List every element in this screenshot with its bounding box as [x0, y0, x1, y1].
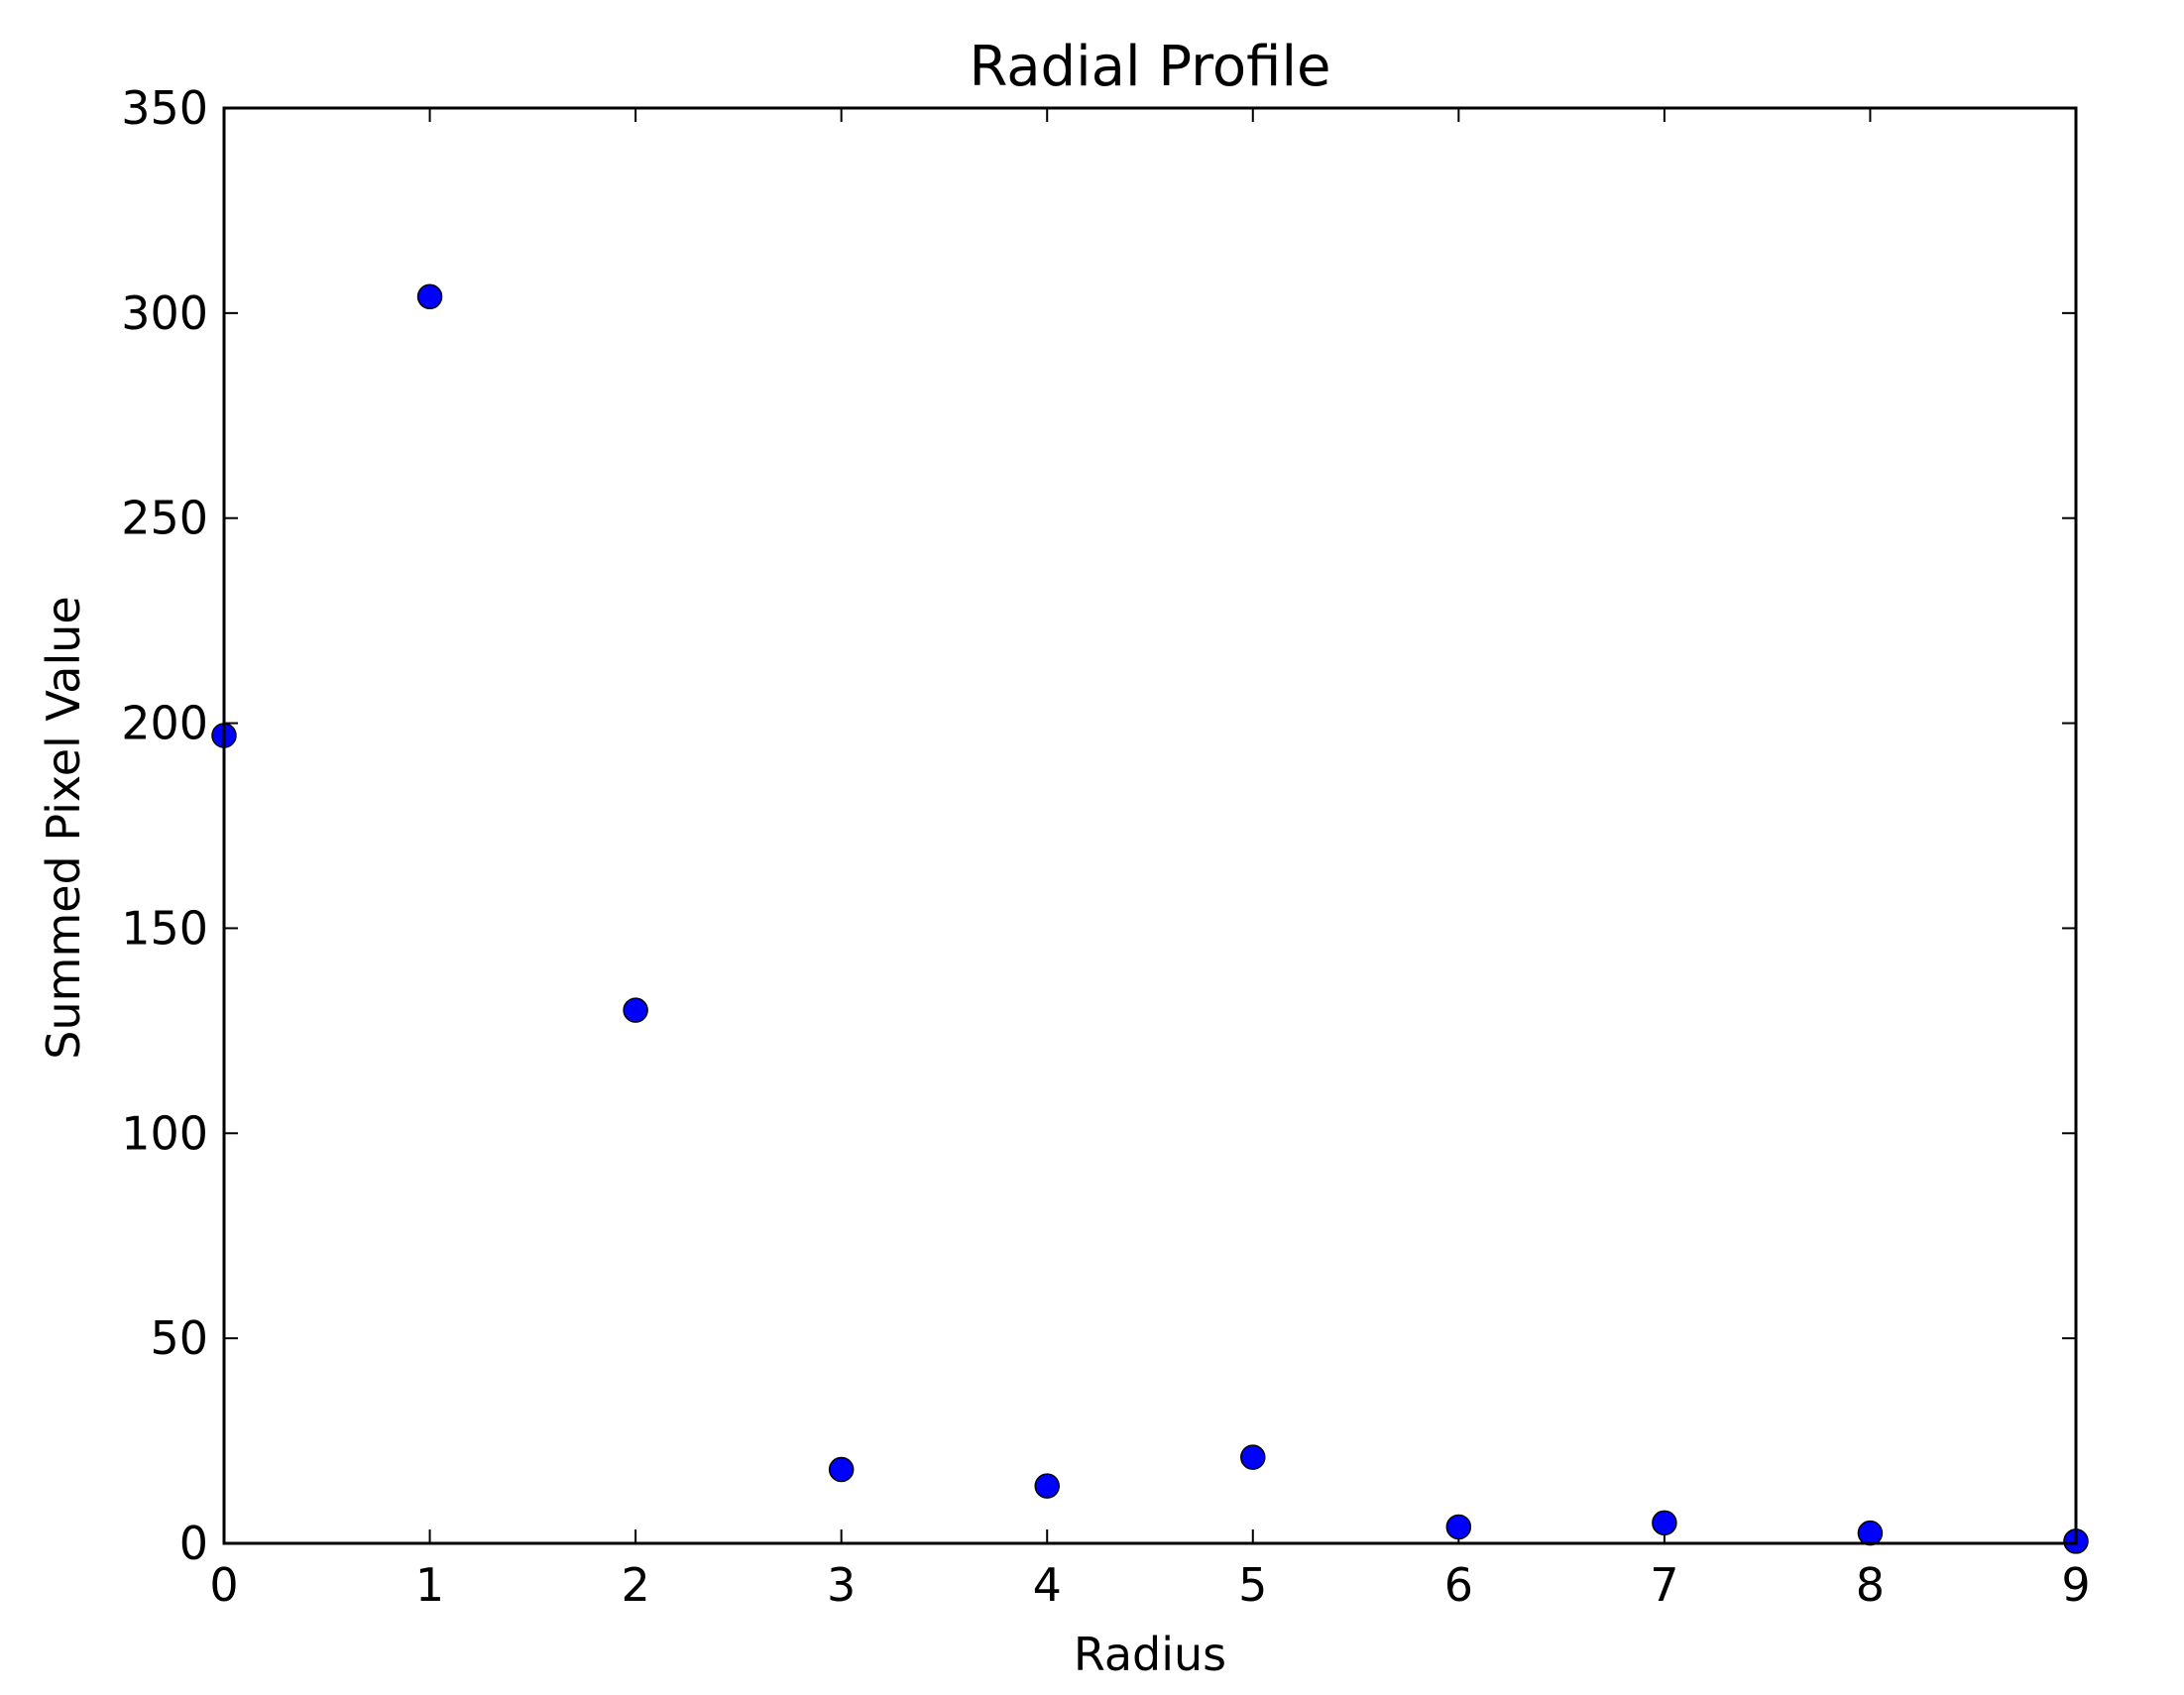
- data-point: [1240, 1444, 1266, 1470]
- y-axis-label: Summed Pixel Value: [37, 596, 90, 1059]
- data-point: [1034, 1473, 1060, 1499]
- chart-title: Radial Profile: [970, 35, 1331, 99]
- data-point: [416, 283, 443, 310]
- data-point: [1652, 1510, 1677, 1536]
- data-points: [211, 283, 2089, 1554]
- data-point: [1445, 1514, 1472, 1540]
- axis-ticks: 0 1 2 3 4 5 6 7 8 9 0 50 100 150 200 250 300 350: [121, 81, 2090, 1612]
- data-point: [1857, 1520, 1884, 1546]
- y-tick-label: 150: [121, 901, 208, 955]
- data-point: [828, 1456, 855, 1483]
- y-tick-label: 50: [150, 1311, 208, 1365]
- x-tick-label: 1: [415, 1558, 444, 1612]
- x-axis-label: Radius: [1074, 1628, 1226, 1681]
- x-tick-label: 9: [2061, 1558, 2090, 1612]
- x-tick-label: 5: [1238, 1558, 1267, 1612]
- x-tick-label: 8: [1856, 1558, 1885, 1612]
- x-tick-label: 4: [1033, 1558, 1062, 1612]
- x-tick-label: 0: [209, 1558, 238, 1612]
- plot-frame: [222, 106, 2078, 1545]
- x-tick-label: 7: [1650, 1558, 1678, 1612]
- y-tick-label: 100: [121, 1106, 208, 1160]
- data-point: [623, 997, 648, 1023]
- x-tick-label: 2: [621, 1558, 649, 1612]
- x-tick-label: 6: [1444, 1558, 1473, 1612]
- y-tick-label: 300: [121, 286, 208, 340]
- x-tick-label: 3: [827, 1558, 856, 1612]
- y-tick-label: 350: [121, 81, 208, 135]
- y-tick-label: 250: [121, 492, 208, 545]
- y-tick-label: 0: [179, 1517, 208, 1570]
- y-tick-label: 200: [121, 697, 208, 750]
